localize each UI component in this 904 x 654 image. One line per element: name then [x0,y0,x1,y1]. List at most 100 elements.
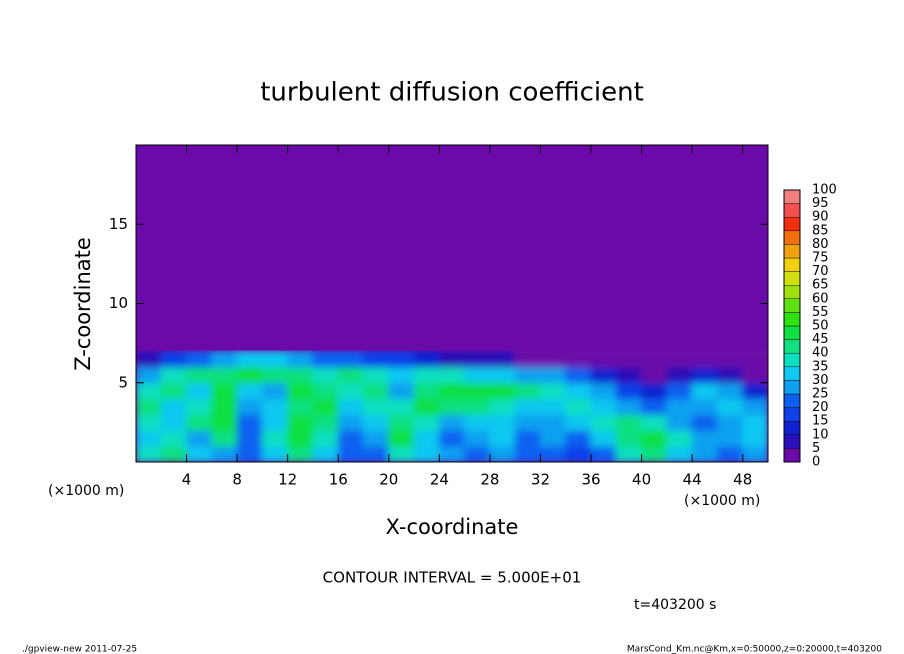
y-axis-label: Z-coordinate [71,237,95,371]
colorbar-bin [783,353,801,368]
field-cell [590,350,617,368]
field-cell [136,398,162,415]
field-cell [615,350,643,368]
x-tick-label: 36 [581,471,600,489]
field-cell [666,413,693,431]
field-cell [388,413,415,431]
field-cell [261,445,289,462]
y-tick-label: 15 [109,215,128,233]
field-cell [716,445,744,462]
colorbar-label: 100 [812,183,837,198]
field-cell [590,413,617,431]
field-cell [565,350,592,368]
field-cell [136,413,162,431]
field-cell [742,350,768,368]
colorbar-bin [783,339,801,354]
field-cell [186,429,213,447]
field-cell [666,350,693,368]
field-cell [236,350,263,368]
colorbar-bin [783,257,801,272]
field-cell [742,429,768,447]
field-cell [211,398,238,415]
field-cell [236,445,263,462]
field-cell [287,398,314,415]
field-cell [464,429,491,447]
colorbar-label: 5 [812,441,820,456]
field-cell [261,398,289,415]
field-cell [438,398,466,415]
field-cell [413,413,440,431]
colorbar-bin [783,216,801,231]
field-cell [489,445,516,462]
field-cell [742,366,768,384]
field-cell [363,366,390,384]
colorbar-frame [783,189,801,463]
field-cell [160,413,188,431]
field-cell [337,445,365,462]
field-cell [641,429,668,447]
field-cell [363,445,390,462]
footer: MarsCond_Km.nc@Km,x=0:50000,z=0:20000,t=… [627,645,882,654]
field-cell [261,350,289,368]
field-cell [337,382,365,400]
field-cell [388,398,415,415]
colorbar-label: 50 [812,319,829,334]
field-cell [565,398,592,415]
field-cell [641,445,668,462]
field-cell [287,413,314,431]
field-cell [514,382,541,400]
field-cell [186,350,213,368]
field-cell [716,398,744,415]
field-cell [691,445,718,462]
x-tick-label: 24 [430,471,449,489]
colorbar-bin [783,203,801,218]
field-cell [539,445,567,462]
x-tick-label: 12 [278,471,297,489]
x-tick-label: 40 [632,471,651,489]
field-cell [186,398,213,415]
field-cell [514,350,541,368]
field-cell [641,366,668,384]
field-cell [236,366,263,384]
field-cell [160,398,188,415]
colorbar-label: 75 [812,251,829,266]
colorbar-label: 20 [812,400,829,415]
field-cell [742,398,768,415]
field-cell [615,413,643,431]
field-cell [261,366,289,384]
field-cell [691,398,718,415]
colorbar-label: 35 [812,359,829,374]
field-cell [489,398,516,415]
field-cell [641,382,668,400]
colorbar-label: 25 [812,387,829,402]
field-cell [438,413,466,431]
field-cell [312,350,339,368]
field-cell [136,350,162,368]
field-cell [136,382,162,400]
field-cell [590,445,617,462]
field-cell [287,382,314,400]
field-cell [565,445,592,462]
field-cell [666,398,693,415]
colorbar-bin [783,244,801,259]
field-cell [539,413,567,431]
x-tick-label: 32 [531,471,550,489]
field-cell [312,382,339,400]
field-cell [363,413,390,431]
field-cell [590,366,617,384]
field-cell [489,382,516,400]
field-cell [691,429,718,447]
field-cell [539,350,567,368]
cells [136,350,768,462]
field-cell [186,413,213,431]
field-cell [565,382,592,400]
field-cell [438,350,466,368]
field-cell [186,445,213,462]
field-cell [413,382,440,400]
field-cell [337,429,365,447]
field-cell [236,382,263,400]
colorbar-bin [783,434,801,449]
x-tick-label: 48 [733,471,752,489]
field-cell [514,429,541,447]
